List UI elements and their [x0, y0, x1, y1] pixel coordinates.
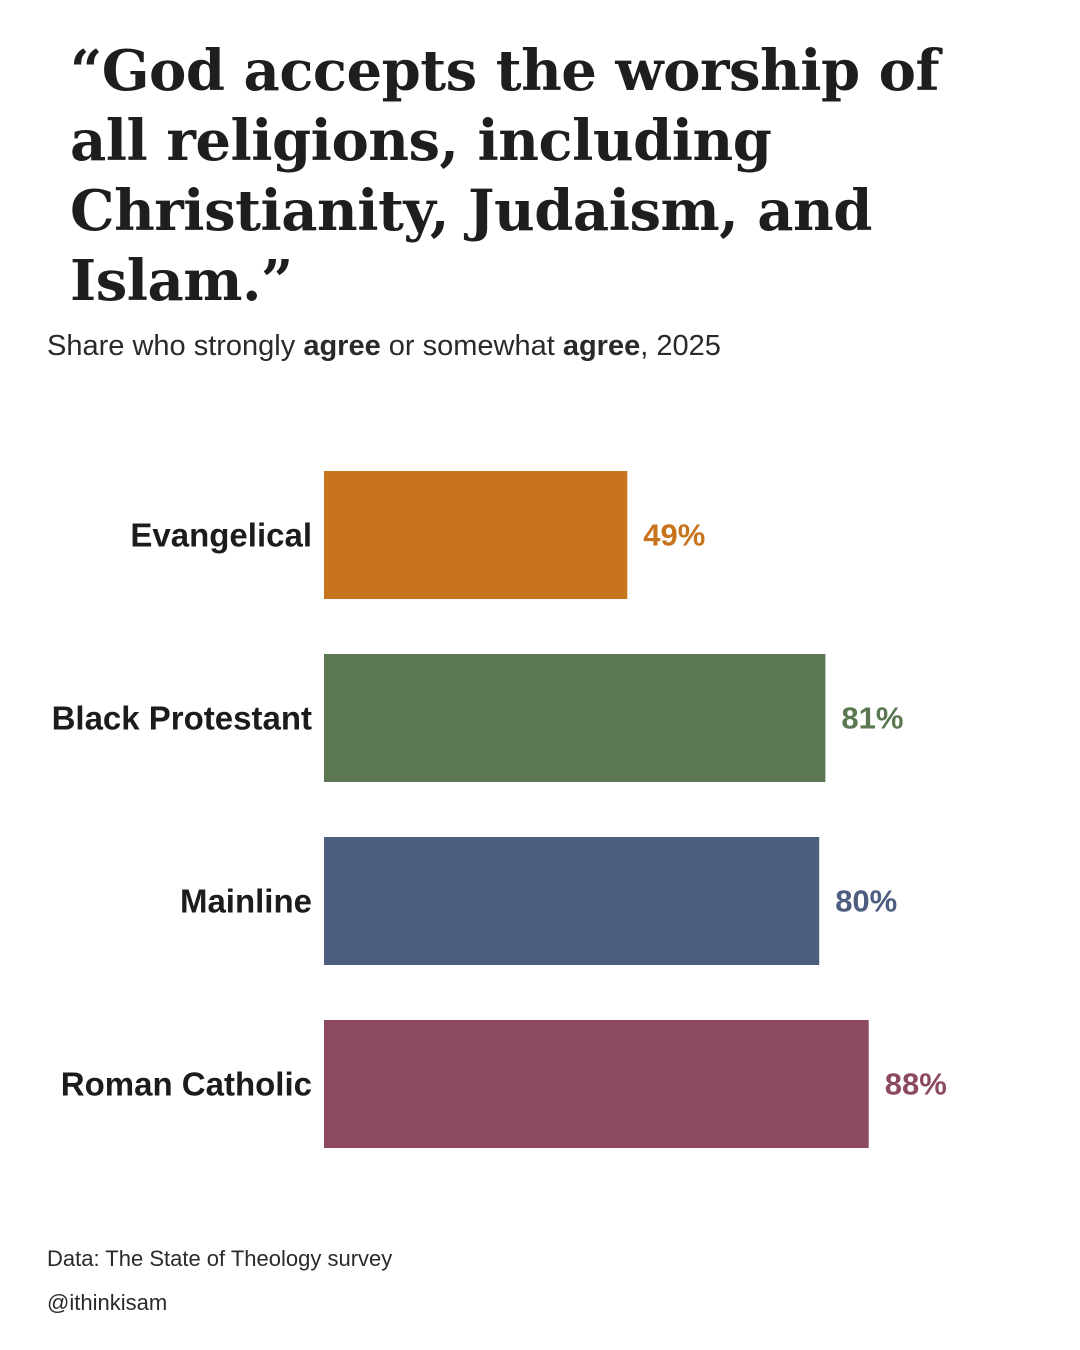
- subtitle-text-3: , 2025: [640, 330, 721, 362]
- chart-title: “God accepts the worship of all religion…: [70, 38, 940, 314]
- category-label-mainline: Mainline: [180, 883, 312, 920]
- chart-subtitle: Share who strongly agree or somewhat agr…: [47, 330, 721, 363]
- source-note: Data: The State of Theology survey: [47, 1246, 393, 1271]
- subtitle-text-2: or somewhat: [380, 330, 563, 362]
- subtitle-bold-1: agree: [303, 330, 381, 362]
- category-label-roman-catholic: Roman Catholic: [61, 1066, 312, 1103]
- value-label-evangelical: 49%: [643, 518, 705, 553]
- category-label-black-protestant: Black Protestant: [52, 700, 312, 737]
- value-label-black-protestant: 81%: [841, 701, 903, 736]
- bar-black-protestant: [324, 654, 826, 782]
- value-label-roman-catholic: 88%: [885, 1067, 947, 1102]
- bar-evangelical: [324, 471, 628, 599]
- category-label-evangelical: Evangelical: [130, 517, 312, 554]
- subtitle-text-1: Share who strongly: [47, 330, 304, 362]
- bar-mainline: [324, 837, 820, 965]
- value-label-mainline: 80%: [835, 884, 897, 919]
- bar-roman-catholic: [324, 1020, 869, 1148]
- subtitle-bold-2: agree: [562, 330, 641, 362]
- author-handle: @ithinkisam: [47, 1290, 168, 1315]
